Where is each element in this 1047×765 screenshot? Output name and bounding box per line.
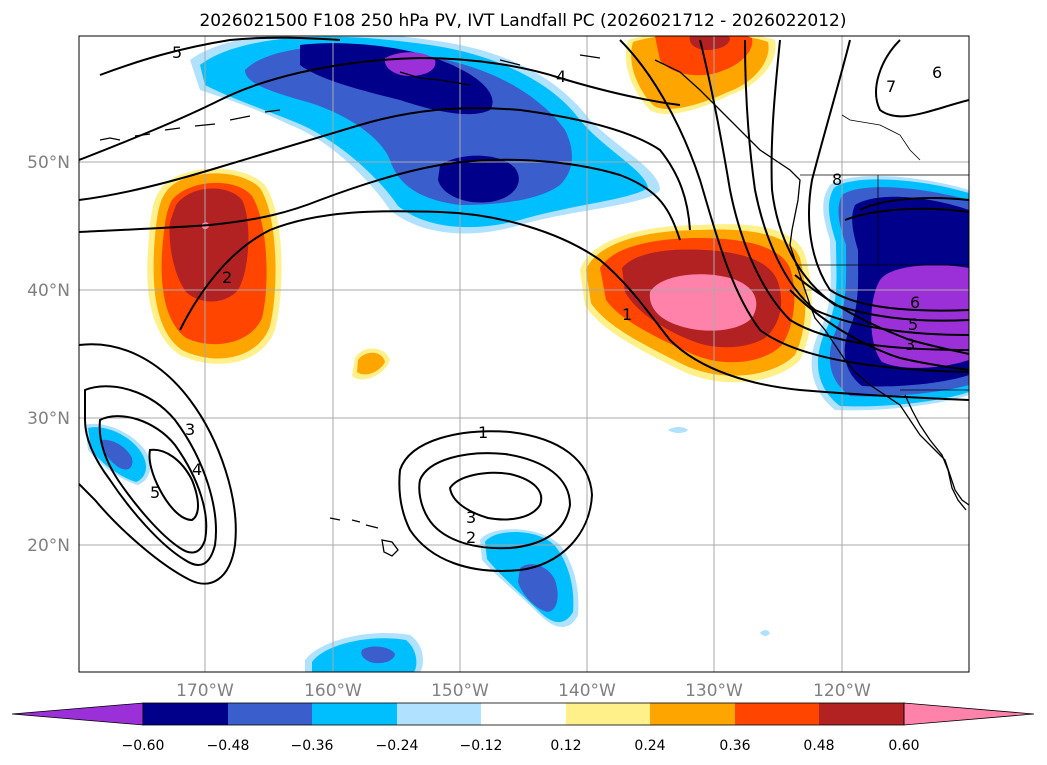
contour-ne-5	[808, 39, 969, 312]
colorbar-label-0: −0.60	[122, 738, 165, 754]
contour-sw-4	[148, 448, 199, 522]
contour-label-5-e: 5	[908, 315, 918, 334]
contour-ne-7	[859, 197, 969, 211]
lat-label-50n: 50°N	[27, 153, 70, 173]
border-states	[795, 114, 969, 266]
colorbar-segment-neg-036	[312, 703, 397, 725]
ivt-contours	[79, 36, 969, 585]
colorbar-segment-neg-060	[143, 703, 228, 725]
contour-label-6-e: 6	[910, 293, 920, 312]
contour-ne-8	[844, 207, 969, 221]
contour-label-4-top: 4	[556, 67, 566, 86]
colorbar-label-9: 0.60	[888, 738, 919, 754]
contour-label-1-right: 1	[622, 305, 632, 324]
lat-label-40n: 40°N	[27, 281, 70, 301]
contour-mid-2	[418, 452, 572, 550]
contour-label-5-top: 5	[172, 43, 182, 62]
map-title: 2026021500 F108 250 hPa PV, IVT Landfall…	[199, 11, 846, 31]
contour-ne-2	[699, 39, 969, 351]
coastline-hawaii	[329, 517, 399, 557]
contour-2-upper	[79, 158, 681, 241]
contour-label-5-left: 5	[150, 483, 160, 502]
contour-4-top	[79, 56, 681, 161]
neg-region-sw-2	[100, 439, 133, 470]
contour-ne-1	[619, 39, 969, 373]
colorbar-segment-pos-036	[735, 703, 819, 725]
neg-region-bottom-2	[361, 646, 395, 664]
coastline-alaska	[399, 54, 601, 86]
colorbar-outline	[142, 702, 905, 726]
contour-ne-3	[744, 39, 969, 336]
lat-label-30n: 30°N	[27, 409, 70, 429]
colorbar-label-5: 0.12	[550, 738, 581, 754]
lon-label-170w: 170°W	[176, 681, 234, 701]
contour-label-2-left: 2	[222, 268, 232, 287]
contour-5-top	[99, 36, 341, 76]
contour-ne-6	[875, 39, 969, 118]
pos-region-ne-3	[689, 36, 730, 50]
contour-label-4-left: 4	[192, 460, 202, 479]
colorbar-segment-neg-048	[228, 703, 312, 725]
lon-labels: 170°W 160°W 150°W 140°W 130°W 120°W	[176, 681, 871, 701]
colorbar-segment-neg-024	[397, 703, 481, 725]
contour-label-1-mid: 1	[478, 423, 488, 442]
contour-1-upper	[179, 210, 969, 401]
colorbar-left-extension	[11, 702, 144, 726]
colorbar: −0.60 −0.48 −0.36 −0.24 −0.12 0.12 0.24 …	[11, 702, 1035, 754]
neg-region-south-2	[518, 564, 558, 612]
lat-labels: 50°N 40°N 30°N 20°N	[27, 153, 70, 556]
colorbar-label-1: −0.48	[207, 738, 250, 754]
contour-ne-4	[770, 39, 969, 322]
contour-label-8-ne: 8	[832, 170, 842, 189]
contour-label-3-left: 3	[185, 420, 195, 439]
neg-region-east-4	[871, 265, 969, 368]
colorbar-segment-pos-012	[566, 703, 650, 725]
pos-region-west-3	[169, 188, 249, 302]
contour-sw-1	[79, 343, 237, 585]
colorbar-segment-pos-048	[819, 703, 904, 725]
lon-label-130w: 130°W	[685, 681, 743, 701]
colorbar-label-7: 0.36	[719, 738, 750, 754]
pv-fill-layer	[85, 36, 969, 672]
contour-mid-3	[448, 471, 543, 521]
neg-region-tiny-1	[668, 427, 688, 433]
coastlines	[99, 54, 969, 557]
colorbar-label-6: 0.24	[634, 738, 665, 754]
neg-region-tiny-2	[760, 630, 770, 636]
colorbar-label-3: −0.24	[376, 738, 419, 754]
pos-region-central-4	[649, 274, 757, 331]
lon-label-160w: 160°W	[304, 681, 362, 701]
lon-label-150w: 150°W	[431, 681, 489, 701]
colorbar-label-4: −0.12	[460, 738, 503, 754]
colorbar-right-extension	[903, 702, 1035, 726]
colorbar-segment-pos-024	[650, 703, 735, 725]
contour-mid-1	[398, 430, 594, 572]
pos-region-small-1	[357, 352, 385, 375]
colorbar-label-2: −0.36	[291, 738, 334, 754]
neg-region-north-4	[438, 155, 519, 203]
coastline-north-america	[654, 59, 969, 506]
neg-region-north-3	[300, 43, 493, 115]
contour-east-2	[794, 274, 969, 355]
lat-label-20n: 20°N	[27, 536, 70, 556]
contour-label-3-mid: 3	[466, 508, 476, 527]
contour-3-upper	[79, 107, 691, 231]
map-frame	[78, 35, 970, 673]
colorbar-segment-neutral	[481, 703, 566, 725]
contour-east-1	[789, 289, 969, 371]
contour-label-6-ne: 6	[932, 63, 942, 82]
contour-labels: 5 4 2 1 3 4 5 1 3 2 6 7 8 6 5 3	[150, 43, 942, 547]
contour-label-7-ne: 7	[886, 77, 896, 96]
colorbar-label-8: 0.48	[803, 738, 834, 754]
lon-label-120w: 120°W	[813, 681, 871, 701]
coastline-baja	[904, 394, 967, 511]
lon-label-140w: 140°W	[558, 681, 616, 701]
contour-label-2-mid: 2	[466, 528, 476, 547]
contour-sw-3	[98, 415, 208, 554]
contour-label-3-e: 3	[905, 335, 915, 354]
contour-sw-2	[84, 385, 217, 566]
